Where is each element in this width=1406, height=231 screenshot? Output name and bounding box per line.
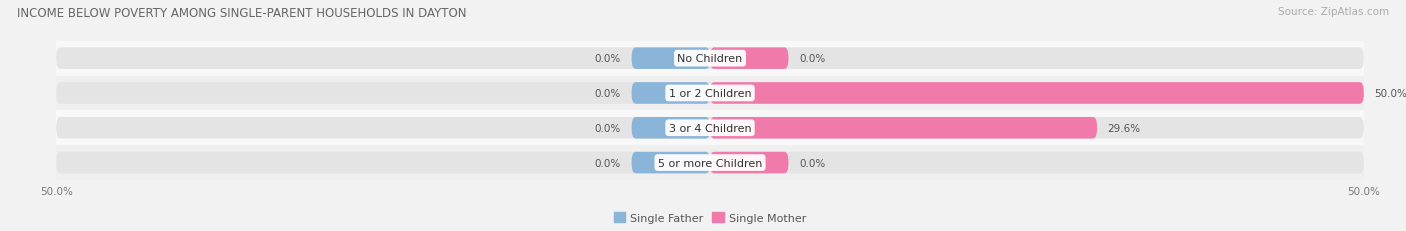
Bar	[56, 111, 1364, 146]
FancyBboxPatch shape	[631, 118, 710, 139]
FancyBboxPatch shape	[710, 48, 789, 70]
FancyBboxPatch shape	[710, 118, 1097, 139]
Text: 0.0%: 0.0%	[595, 123, 621, 133]
FancyBboxPatch shape	[56, 83, 1364, 104]
Bar	[56, 42, 1364, 76]
FancyBboxPatch shape	[710, 83, 1364, 104]
FancyBboxPatch shape	[631, 83, 710, 104]
Text: 0.0%: 0.0%	[595, 54, 621, 64]
Text: 5 or more Children: 5 or more Children	[658, 158, 762, 168]
Bar	[56, 146, 1364, 180]
Bar	[56, 76, 1364, 111]
FancyBboxPatch shape	[56, 152, 1364, 174]
Text: 0.0%: 0.0%	[595, 88, 621, 99]
Text: 1 or 2 Children: 1 or 2 Children	[669, 88, 751, 99]
FancyBboxPatch shape	[710, 152, 789, 174]
Text: 0.0%: 0.0%	[799, 158, 825, 168]
Text: 3 or 4 Children: 3 or 4 Children	[669, 123, 751, 133]
Text: Source: ZipAtlas.com: Source: ZipAtlas.com	[1278, 7, 1389, 17]
Text: 50.0%: 50.0%	[1374, 88, 1406, 99]
FancyBboxPatch shape	[631, 48, 710, 70]
Text: No Children: No Children	[678, 54, 742, 64]
Text: 0.0%: 0.0%	[595, 158, 621, 168]
FancyBboxPatch shape	[56, 48, 1364, 70]
FancyBboxPatch shape	[631, 152, 710, 174]
Legend: Single Father, Single Mother: Single Father, Single Mother	[609, 208, 811, 227]
Text: 29.6%: 29.6%	[1108, 123, 1140, 133]
FancyBboxPatch shape	[56, 118, 1364, 139]
Text: 0.0%: 0.0%	[799, 54, 825, 64]
Text: INCOME BELOW POVERTY AMONG SINGLE-PARENT HOUSEHOLDS IN DAYTON: INCOME BELOW POVERTY AMONG SINGLE-PARENT…	[17, 7, 467, 20]
